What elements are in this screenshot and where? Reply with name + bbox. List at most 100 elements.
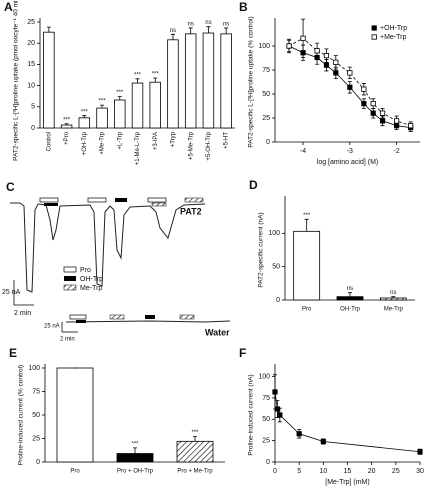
me-trp-bar bbox=[109, 314, 125, 320]
x-tick-label: +1-Me-L-Trp bbox=[135, 131, 141, 165]
x-tick-label: 5 bbox=[297, 468, 301, 475]
annotation: ns bbox=[188, 22, 194, 28]
y-tick-label: 5 bbox=[31, 104, 35, 111]
y-axis-label: Proline-induced current (nA) bbox=[248, 374, 255, 455]
x-tick-label: +OH-Trp bbox=[82, 131, 88, 155]
marker bbox=[370, 110, 376, 116]
marker bbox=[361, 101, 367, 107]
x-tick-label: +5-OH-Trp bbox=[206, 131, 212, 160]
annotation: *** bbox=[303, 213, 311, 219]
x-tick-label: Control bbox=[46, 132, 52, 151]
bar bbox=[114, 99, 126, 129]
water-trace bbox=[65, 320, 231, 323]
marker bbox=[417, 449, 423, 455]
x-tick-label: 15 bbox=[344, 468, 352, 475]
x-tick-label: Pro bbox=[70, 469, 80, 475]
y-tick-label: 50 bbox=[272, 264, 280, 271]
bar bbox=[379, 297, 407, 301]
y-tick-label: 0 bbox=[266, 139, 270, 146]
y-tick-label: 25 bbox=[262, 115, 270, 122]
panel-letter: C bbox=[6, 180, 15, 194]
y-tick-label: 0 bbox=[31, 125, 35, 132]
legend-marker bbox=[371, 34, 377, 40]
x-tick-label: OH-Trp bbox=[340, 307, 360, 313]
annotation: ns bbox=[170, 28, 176, 34]
panel-c: C PAT2 Pro OH-Trp Me-Trp 25 nA 2 min 25 … bbox=[2, 180, 230, 342]
y-tick-label: 25 bbox=[27, 19, 35, 26]
x-tick-label: 0 bbox=[273, 468, 277, 475]
y-tick-label: 0 bbox=[276, 297, 280, 304]
me-trp-bar bbox=[151, 202, 167, 207]
annotation: *** bbox=[116, 90, 124, 96]
annotation: *** bbox=[131, 441, 139, 447]
y-tick-label: 15 bbox=[27, 61, 35, 68]
x-tick-label: +Pro bbox=[64, 131, 70, 145]
x-tick-label: 10 bbox=[319, 468, 327, 475]
bar bbox=[56, 367, 94, 463]
x-tick-label: 30 bbox=[416, 468, 424, 475]
current-trace bbox=[10, 202, 206, 293]
me-trp-bar bbox=[179, 314, 195, 320]
pro-bar bbox=[69, 314, 87, 320]
marker bbox=[320, 438, 326, 445]
x-tick-label: +5-Me-Trp bbox=[188, 131, 194, 160]
pro-bar bbox=[39, 197, 59, 203]
y-axis-label: PAT2-specific L-[³H]proline uptake (% co… bbox=[248, 16, 255, 147]
bar bbox=[116, 453, 154, 463]
error-bar bbox=[133, 447, 137, 454]
oh-trp-bar bbox=[115, 198, 127, 202]
error-bar bbox=[135, 78, 140, 84]
scale-label: 25 nA bbox=[44, 324, 60, 330]
bar bbox=[184, 33, 197, 129]
marker bbox=[408, 123, 414, 129]
x-tick-label: +3-IPA bbox=[153, 132, 159, 150]
bar bbox=[202, 32, 215, 129]
panel-letter: E bbox=[9, 346, 17, 360]
bar bbox=[220, 33, 232, 129]
marker bbox=[286, 43, 292, 49]
scale-label: 25 nA bbox=[2, 289, 21, 296]
annotation: ns bbox=[223, 22, 229, 28]
error-bar bbox=[100, 104, 105, 109]
annotation: *** bbox=[191, 430, 199, 436]
scale-label: 2 min bbox=[14, 310, 31, 317]
x-tick-label: Pro + Me-Trp bbox=[177, 469, 213, 475]
x-tick-label: -3 bbox=[347, 148, 353, 155]
error-bar bbox=[348, 292, 352, 297]
marker bbox=[333, 70, 339, 76]
annotation: ns bbox=[390, 290, 396, 296]
error-bar bbox=[188, 27, 193, 34]
error-bar bbox=[82, 115, 87, 118]
bar bbox=[293, 230, 321, 301]
fit-line bbox=[274, 391, 421, 453]
marker bbox=[323, 53, 330, 59]
y-tick-label: 0 bbox=[266, 459, 270, 466]
marker bbox=[323, 62, 330, 68]
error-bar bbox=[153, 77, 158, 83]
x-tick-label: -2 bbox=[393, 148, 399, 155]
error-bar bbox=[206, 26, 211, 34]
y-tick-label: 75 bbox=[262, 67, 270, 74]
y-tick-label: 100 bbox=[258, 43, 270, 50]
error-bar bbox=[391, 296, 396, 298]
x-tick-label: Pro bbox=[302, 307, 312, 313]
marker bbox=[272, 389, 278, 395]
y-axis-label: Proline-induced current (% control) bbox=[18, 365, 25, 465]
annotation: ns bbox=[347, 286, 353, 292]
panel-letter: F bbox=[239, 346, 246, 360]
legend-swatch bbox=[64, 276, 76, 281]
oh-trp-bar bbox=[76, 320, 86, 323]
annotation: *** bbox=[152, 72, 160, 78]
bar bbox=[43, 31, 55, 129]
marker bbox=[394, 118, 400, 124]
x-tick-label: +Me-Trp bbox=[100, 131, 106, 154]
error-bar bbox=[46, 26, 51, 33]
y-tick-label: 20 bbox=[27, 40, 35, 47]
error-bar bbox=[64, 123, 69, 126]
legend-swatch bbox=[63, 266, 77, 273]
legend-label: +Me-Trp bbox=[380, 34, 406, 41]
marker bbox=[379, 118, 386, 124]
marker bbox=[277, 412, 283, 418]
annotation: *** bbox=[99, 99, 107, 105]
panel-letter: D bbox=[249, 178, 258, 192]
